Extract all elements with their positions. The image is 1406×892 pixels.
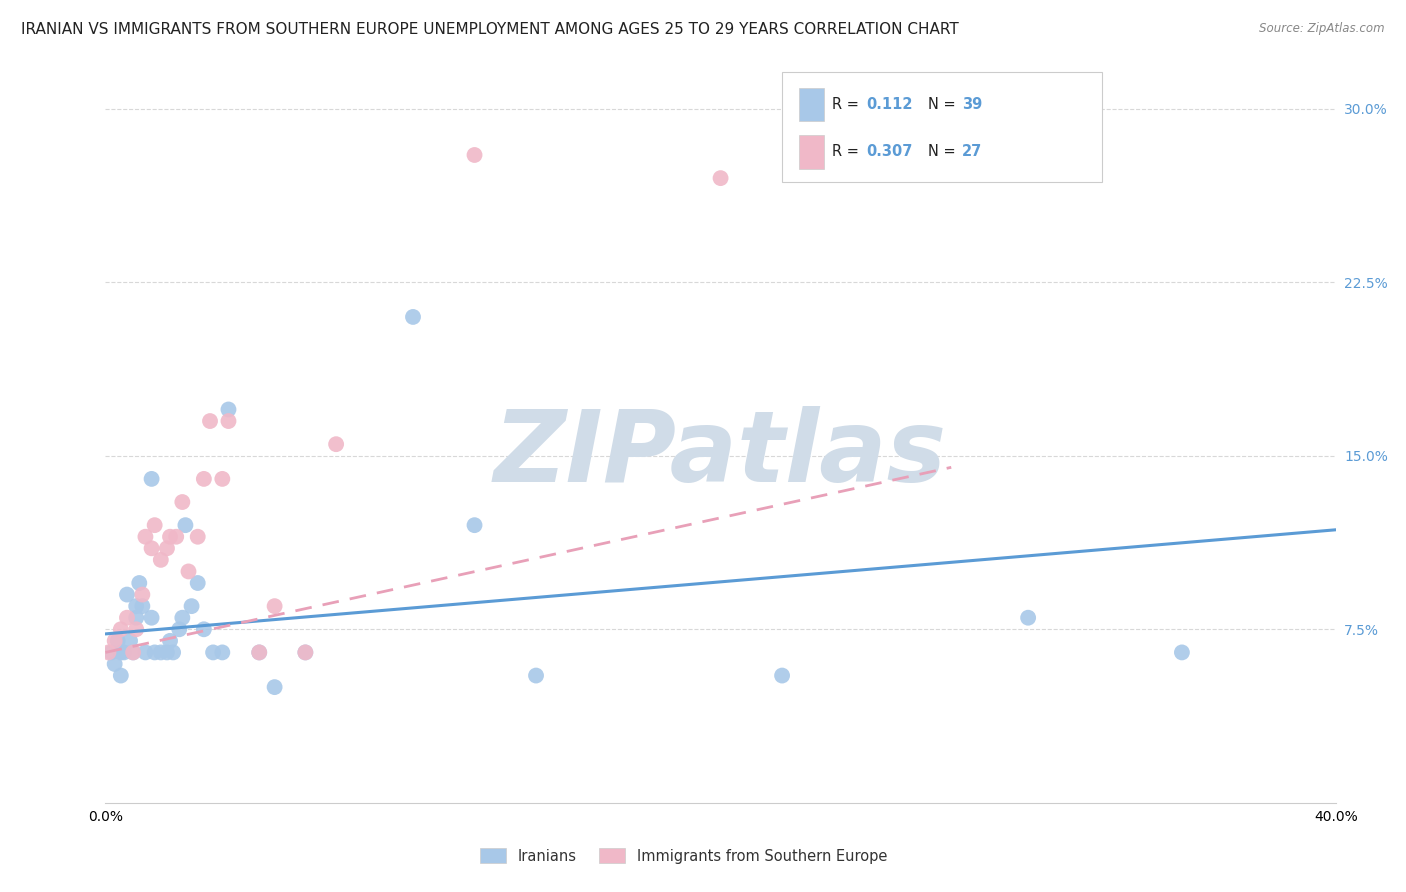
Point: [141, 611, 163, 625]
Text: R =: R =: [832, 97, 863, 112]
Point: [143, 645, 166, 659]
Point: [218, 402, 240, 417]
Point: [172, 611, 194, 625]
Point: [97, 645, 120, 659]
Point: [177, 565, 200, 579]
Point: [294, 645, 316, 659]
Point: [1017, 611, 1039, 625]
Point: [325, 437, 347, 451]
Point: [100, 645, 122, 659]
Point: [218, 414, 240, 428]
Point: [180, 599, 202, 614]
Text: Source: ZipAtlas.com: Source: ZipAtlas.com: [1260, 22, 1385, 36]
Point: [134, 645, 156, 659]
Text: N =: N =: [928, 145, 960, 160]
Point: [187, 576, 209, 591]
Text: R =: R =: [832, 145, 863, 160]
Point: [1171, 645, 1194, 659]
Point: [131, 599, 153, 614]
Point: [122, 645, 145, 659]
Point: [141, 472, 163, 486]
Text: IRANIAN VS IMMIGRANTS FROM SOUTHERN EUROPE UNEMPLOYMENT AMONG AGES 25 TO 29 YEAR: IRANIAN VS IMMIGRANTS FROM SOUTHERN EURO…: [21, 22, 959, 37]
Point: [107, 633, 129, 648]
Point: [120, 633, 141, 648]
Point: [524, 668, 547, 682]
Point: [149, 645, 172, 659]
Point: [141, 541, 163, 556]
Text: N =: N =: [928, 97, 960, 112]
Text: 0.307: 0.307: [866, 145, 912, 160]
Legend: Iranians, Immigrants from Southern Europe: Iranians, Immigrants from Southern Europ…: [474, 842, 893, 870]
Point: [211, 645, 233, 659]
Point: [131, 588, 153, 602]
Point: [149, 553, 172, 567]
Point: [294, 645, 316, 659]
Text: 0.112: 0.112: [866, 97, 912, 112]
Point: [464, 518, 486, 533]
Point: [247, 645, 270, 659]
Text: ZIPatlas: ZIPatlas: [494, 407, 948, 503]
Point: [128, 576, 150, 591]
Point: [172, 495, 194, 509]
Point: [202, 645, 225, 659]
Point: [110, 668, 132, 682]
Point: [125, 611, 148, 625]
Point: [211, 472, 233, 486]
Point: [125, 622, 148, 636]
Point: [122, 645, 145, 659]
Point: [156, 541, 179, 556]
Point: [104, 657, 127, 671]
Point: [174, 518, 197, 533]
Point: [247, 645, 270, 659]
Point: [104, 633, 127, 648]
Point: [125, 599, 148, 614]
Point: [402, 310, 425, 324]
Point: [770, 668, 793, 682]
Point: [162, 645, 184, 659]
Point: [110, 645, 132, 659]
Text: 39: 39: [962, 97, 981, 112]
Point: [110, 622, 132, 636]
Point: [165, 530, 187, 544]
Point: [263, 599, 285, 614]
Point: [193, 472, 215, 486]
Point: [198, 414, 221, 428]
Point: [156, 645, 179, 659]
Point: [169, 622, 191, 636]
Point: [187, 530, 209, 544]
Point: [263, 680, 285, 694]
Point: [464, 148, 486, 162]
Point: [115, 588, 138, 602]
Point: [193, 622, 215, 636]
Point: [143, 518, 166, 533]
Point: [159, 633, 181, 648]
Point: [134, 530, 156, 544]
Point: [115, 611, 138, 625]
Point: [710, 171, 733, 186]
Point: [159, 530, 181, 544]
Point: [112, 645, 135, 659]
Text: 27: 27: [962, 145, 981, 160]
